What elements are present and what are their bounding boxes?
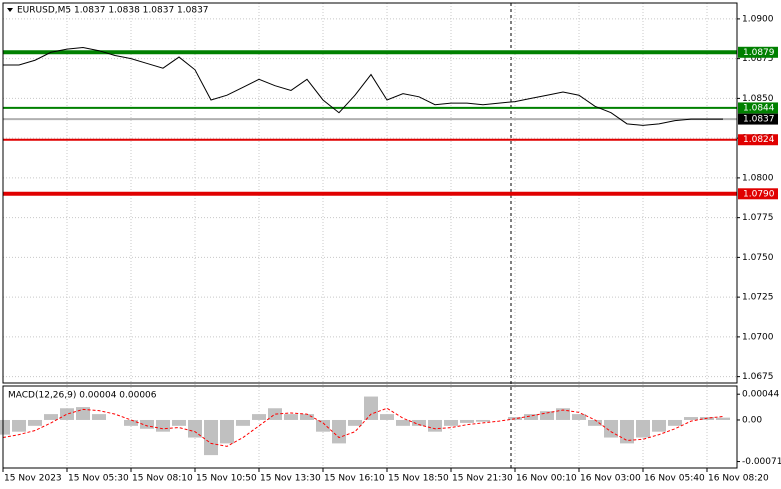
level-label: 1.0879	[743, 48, 775, 58]
macd-bar	[0, 419, 10, 435]
level-label: 1.0824	[743, 135, 775, 145]
x-tick-label: 16 Nov 08:20	[708, 474, 769, 484]
macd-title: MACD(12,26,9) 0.00004 0.00006	[8, 391, 157, 401]
x-tick-label: 15 Nov 21:30	[452, 474, 513, 484]
signal-line	[2, 407, 724, 447]
y-tick-label: 1.0875	[742, 54, 774, 64]
macd-bar	[684, 417, 698, 420]
macd-bar	[204, 419, 218, 456]
level-label: 1.0837	[743, 115, 775, 125]
macd-bar	[364, 396, 378, 420]
menu-triangle	[7, 8, 13, 12]
macd-bar	[332, 419, 346, 444]
macd-bar	[716, 417, 730, 420]
macd-bar	[540, 411, 554, 420]
level-label: 1.0844	[743, 103, 775, 113]
macd-bar	[124, 419, 138, 426]
macd-bar	[236, 419, 250, 426]
x-tick-label: 15 Nov 05:30	[68, 474, 129, 484]
macd-bar	[252, 414, 266, 420]
x-tick-label: 16 Nov 00:10	[516, 474, 577, 484]
x-tick-label: 15 Nov 2023	[4, 474, 62, 484]
macd-bar	[460, 419, 474, 423]
macd-bar	[44, 414, 58, 420]
y-tick-label: 1.0800	[742, 173, 774, 183]
price-line	[3, 47, 723, 126]
macd-bar	[156, 419, 170, 432]
macd-bar	[12, 419, 26, 432]
macd-bar	[444, 419, 458, 426]
macd-frame	[2, 385, 738, 469]
macd-bar	[140, 419, 154, 429]
chart-title: EURUSD,M5 1.0837 1.0838 1.0837 1.0837	[17, 6, 209, 16]
x-tick-label: 16 Nov 03:00	[580, 474, 641, 484]
level-tag	[738, 46, 778, 58]
x-tick-label: 15 Nov 18:50	[388, 474, 449, 484]
macd-bar	[636, 419, 650, 438]
x-tick-label: 15 Nov 13:30	[260, 474, 321, 484]
y-tick-label: 1.0850	[742, 94, 774, 104]
macd-bar	[412, 419, 426, 426]
y-tick-label: -0.00071	[742, 457, 781, 467]
y-tick-label: 1.0700	[742, 332, 774, 342]
macd-bar	[284, 414, 298, 420]
macd-bar	[268, 408, 282, 420]
price-frame	[2, 2, 738, 384]
macd-bar	[556, 408, 570, 420]
y-tick-label: 0.00044	[742, 390, 779, 400]
macd-bar	[300, 414, 314, 420]
macd-bar	[396, 419, 410, 426]
macd-bar	[188, 419, 202, 438]
y-tick-label: 1.0725	[742, 293, 774, 303]
level-tag	[738, 134, 778, 146]
x-tick-label: 15 Nov 10:50	[196, 474, 257, 484]
macd-bar	[620, 419, 634, 444]
macd-bar	[428, 419, 442, 432]
y-tick-label: 1.0775	[742, 213, 774, 223]
level-tag	[738, 113, 778, 125]
macd-bar	[668, 419, 682, 426]
level-label: 1.0790	[743, 189, 775, 199]
macd-bar	[92, 414, 106, 420]
macd-bar	[348, 419, 362, 426]
y-tick-label: 1.0750	[742, 253, 774, 263]
macd-bar	[172, 419, 186, 426]
macd-bar	[572, 414, 586, 420]
level-tag	[738, 102, 778, 114]
macd-bar	[60, 408, 74, 420]
y-tick-label: 0.00	[742, 415, 762, 425]
macd-bar	[588, 419, 602, 426]
y-tick-label: 1.0900	[742, 14, 774, 24]
x-tick-label: 16 Nov 05:40	[644, 474, 705, 484]
macd-bar	[380, 414, 394, 420]
x-tick-label: 15 Nov 16:10	[324, 474, 385, 484]
macd-bar	[652, 419, 666, 432]
level-tag	[738, 188, 778, 200]
y-tick-label: 1.0675	[742, 372, 774, 382]
macd-bar	[220, 419, 234, 444]
macd-bar	[316, 419, 330, 432]
x-tick-label: 15 Nov 08:10	[132, 474, 193, 484]
macd-bar	[28, 419, 42, 426]
macd-bar	[604, 419, 618, 438]
macd-bar	[476, 419, 490, 422]
marks	[0, 3, 737, 468]
macd-bar	[524, 414, 538, 420]
